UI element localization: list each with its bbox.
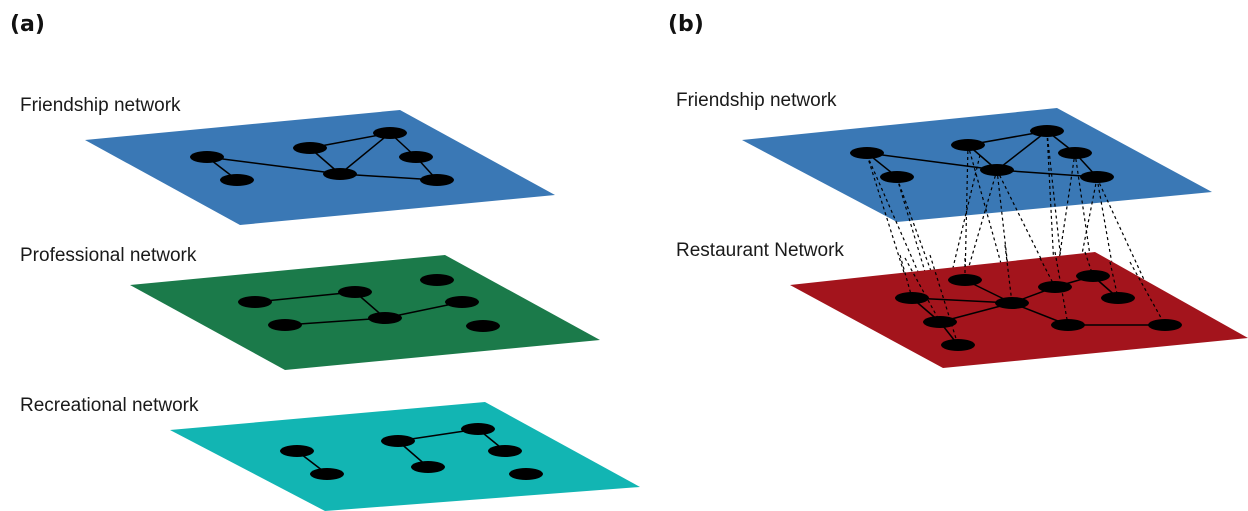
node: [941, 339, 975, 351]
a-recreational-label: Recreational network: [20, 395, 199, 416]
node: [190, 151, 224, 163]
interlayer-edge: [1067, 177, 1098, 326]
a-friendship-nodes: [190, 127, 454, 186]
node: [461, 423, 495, 435]
node: [381, 435, 415, 447]
node: [411, 461, 445, 473]
b-friendship-nodes: [850, 125, 1114, 183]
node: [445, 296, 479, 308]
interlayer-edge: [939, 154, 981, 323]
interlayer-edge: [904, 257, 941, 323]
interlayer-edge: [1046, 131, 1056, 288]
interlayer-edge: [1129, 261, 1166, 326]
b-restaurant-label: Restaurant Network: [676, 240, 844, 261]
node: [509, 468, 543, 480]
interlayer-edge: [896, 177, 941, 323]
edge: [996, 130, 1048, 171]
b-friendship-label: Friendship network: [676, 90, 837, 111]
node: [338, 286, 372, 298]
node: [420, 274, 454, 286]
interlayer-edge: [899, 254, 913, 299]
interlayer-edge: [1046, 131, 1069, 326]
node: [980, 164, 1014, 176]
node: [280, 445, 314, 457]
node: [373, 127, 407, 139]
edge: [254, 291, 356, 303]
node: [951, 139, 985, 151]
node: [850, 147, 884, 159]
interlayer-edge: [866, 154, 913, 299]
edge: [206, 156, 341, 175]
node: [368, 312, 402, 324]
node: [1080, 171, 1114, 183]
b-restaurant-nodes: [895, 270, 1182, 351]
node: [220, 174, 254, 186]
node: [1058, 147, 1092, 159]
interlayer-edge: [1096, 177, 1119, 299]
node: [895, 292, 929, 304]
node: [238, 296, 272, 308]
a-professional-plane: [130, 255, 600, 370]
node: [323, 168, 357, 180]
node: [399, 151, 433, 163]
panel-a-label: (a): [10, 12, 45, 37]
node: [1051, 319, 1085, 331]
node: [1076, 270, 1110, 282]
a-friendship-label: Friendship network: [20, 95, 181, 116]
b-friendship-plane: [742, 108, 1212, 222]
node: [420, 174, 454, 186]
node: [1148, 319, 1182, 331]
interlayer-edge: [1004, 244, 1013, 304]
interlayer-edge: [1109, 261, 1119, 299]
interlayer-edge: [996, 169, 1013, 304]
interlayer-edge: [964, 169, 998, 281]
node: [1101, 292, 1135, 304]
node: [310, 468, 344, 480]
node: [488, 445, 522, 457]
a-recreational-nodes: [280, 423, 543, 480]
interlayer-edge: [964, 144, 969, 281]
a-professional-label: Professional network: [20, 245, 197, 266]
edge: [866, 152, 998, 171]
node: [1030, 125, 1064, 137]
node: [995, 297, 1029, 309]
panel-b-label: (b): [668, 12, 704, 37]
node: [1038, 281, 1072, 293]
b-interlayer-edges: [866, 131, 1166, 346]
b-restaurant-plane: [790, 252, 1248, 368]
interlayer-edge: [929, 254, 959, 346]
node: [923, 316, 957, 328]
a-recreational-plane: [170, 402, 640, 511]
node: [268, 319, 302, 331]
a-professional-nodes: [238, 274, 500, 332]
node: [293, 142, 327, 154]
interlayer-edge: [1054, 152, 1076, 288]
interlayer-edge: [1084, 251, 1094, 277]
edge: [339, 132, 391, 175]
node: [948, 274, 982, 286]
node: [466, 320, 500, 332]
a-friendship-plane: [85, 110, 555, 225]
node: [880, 171, 914, 183]
